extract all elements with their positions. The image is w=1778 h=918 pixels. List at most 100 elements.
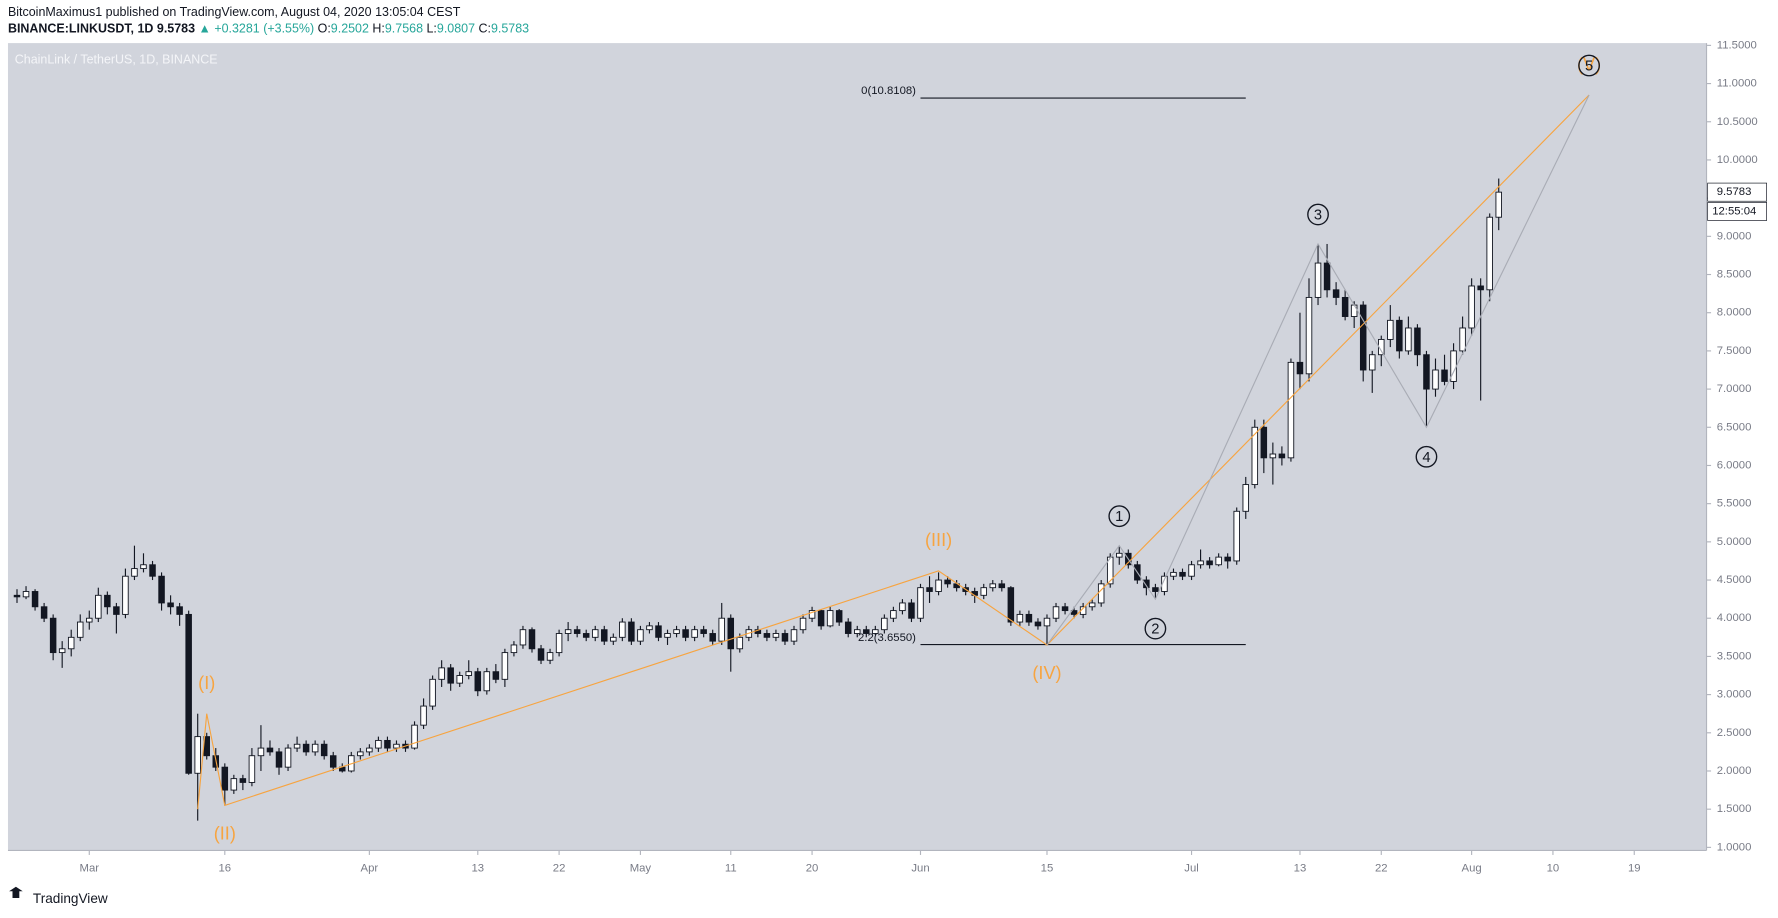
candle-body <box>1432 369 1439 390</box>
candle-body <box>709 633 716 642</box>
candle-body <box>826 610 834 627</box>
candle-body <box>230 778 238 791</box>
wave-line <box>197 94 1590 810</box>
candle-body <box>1486 216 1493 291</box>
candle-body <box>763 633 771 638</box>
candle-body <box>49 617 57 654</box>
wave-circle <box>1307 203 1329 226</box>
y-tick-label: 8.0000 <box>1717 307 1752 319</box>
y-tick-label: 10.5000 <box>1717 116 1758 128</box>
candle-body <box>1341 296 1349 317</box>
candle-body <box>1052 606 1060 619</box>
l-label: L: <box>426 22 436 36</box>
candle-body <box>40 606 48 619</box>
candle-body <box>22 591 30 598</box>
y-tick-label: 1.5000 <box>1717 803 1752 815</box>
candle-body <box>1215 556 1222 566</box>
candle-body <box>329 755 337 768</box>
candle-body <box>1305 296 1313 375</box>
candle-body <box>591 629 599 638</box>
y-tick-label: 4.0000 <box>1717 612 1752 624</box>
l: 9.0807 <box>437 22 475 36</box>
y-tick-label: 7.0000 <box>1717 383 1752 395</box>
candle-body <box>799 617 807 631</box>
candle-body <box>790 629 798 642</box>
candle-body <box>1242 484 1250 512</box>
wave-label: (III) <box>925 530 952 550</box>
y-tick-label: 11.5000 <box>1717 39 1757 51</box>
last: 9.5783 <box>157 22 195 36</box>
candle-body <box>853 629 861 634</box>
candle-body <box>1296 361 1304 375</box>
candle-body <box>835 610 843 623</box>
candle-body <box>1088 602 1096 608</box>
y-tick-label: 1.0000 <box>1717 841 1752 853</box>
candle-body <box>13 594 21 598</box>
logo <box>9 886 23 899</box>
candle-body <box>194 736 201 774</box>
candle-body <box>501 652 509 680</box>
candle-body <box>293 743 301 749</box>
candle-body <box>646 625 653 631</box>
x-tick-label: 13 <box>1294 863 1307 875</box>
candle-body <box>727 617 735 650</box>
fib-label: 0(10.8108) <box>861 85 916 97</box>
y-tick-label: 5.5000 <box>1717 498 1752 510</box>
wave-label: 5 <box>1585 59 1593 75</box>
symbol: BINANCE:LINKUSDT, 1D <box>8 22 153 36</box>
wave-circle <box>1415 445 1438 468</box>
candle-body <box>320 743 328 757</box>
candle-body <box>546 652 554 661</box>
candle-body <box>58 648 66 654</box>
footer: TradingView <box>33 891 108 906</box>
c: 9.5783 <box>491 22 529 36</box>
x-tick-label: Mar <box>80 863 100 875</box>
candle-body <box>1332 289 1340 298</box>
candle-body <box>140 564 147 570</box>
candle-body <box>1206 560 1213 566</box>
wave-label: 3 <box>1314 208 1322 224</box>
x-tick-label: 20 <box>806 863 819 875</box>
candle-body <box>1170 571 1177 577</box>
candle-body <box>1387 319 1394 340</box>
candle-body <box>1423 354 1430 390</box>
change: ▲ +0.3281 (+3.55%) <box>199 22 315 36</box>
chart-title: ChainLink / TetherUS, 1D, BINANCE <box>15 52 218 66</box>
candle-body <box>1314 262 1322 298</box>
candle-body <box>1097 583 1105 604</box>
candle-body <box>266 747 274 753</box>
candle-body <box>311 743 319 753</box>
candle-body <box>998 583 1006 589</box>
candle-body <box>438 667 445 680</box>
candle-body <box>610 636 617 642</box>
last-price: 9.5783 <box>1717 186 1752 198</box>
candle-body <box>104 594 111 608</box>
candle-body <box>131 568 138 577</box>
candle-body <box>483 671 491 692</box>
x-tick-label: 16 <box>218 863 231 875</box>
candle-body <box>1116 552 1123 558</box>
candle-body <box>1034 621 1042 627</box>
candle-body <box>149 564 156 577</box>
candle-body <box>492 671 500 680</box>
candle-body <box>700 629 707 634</box>
candle-body <box>935 579 942 592</box>
candle-body <box>1368 354 1376 371</box>
wave-line <box>1046 94 1590 646</box>
candle-body <box>980 587 987 596</box>
candle-body <box>1152 587 1159 592</box>
candle-body <box>1459 327 1466 352</box>
candle-body <box>158 575 165 604</box>
candle-body <box>1441 369 1448 382</box>
candle-body <box>899 602 906 612</box>
plot-background <box>7 43 1707 851</box>
candle-body <box>1188 564 1195 577</box>
candle-body <box>944 579 951 585</box>
candle-body <box>844 621 852 634</box>
y-tick-label: 5.0000 <box>1717 536 1752 548</box>
candle-body <box>1405 327 1412 352</box>
candle-body <box>1350 304 1358 317</box>
candle-body <box>537 648 545 661</box>
